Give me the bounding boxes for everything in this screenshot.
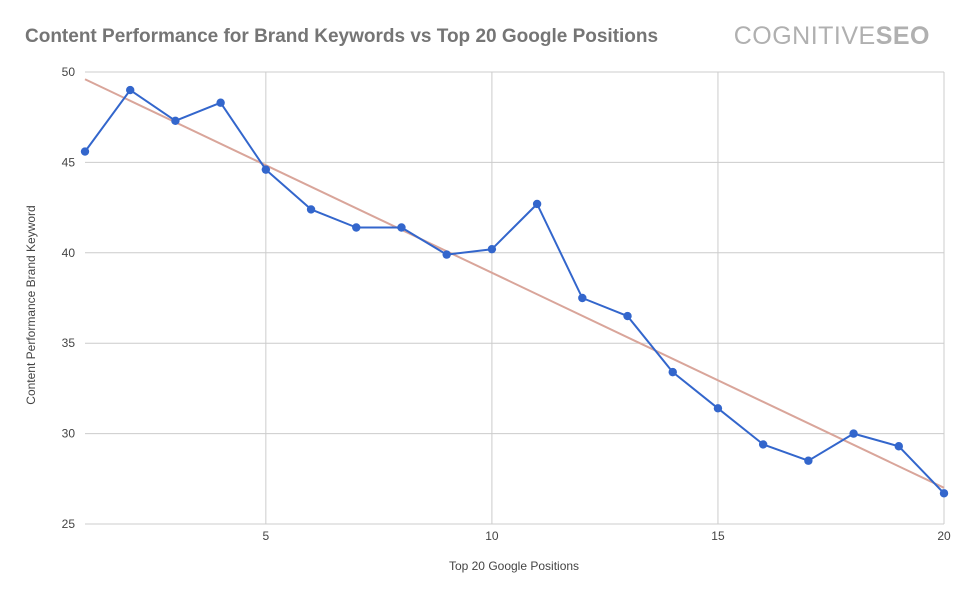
data-point[interactable] xyxy=(126,85,135,95)
data-point[interactable] xyxy=(623,311,632,321)
series-line xyxy=(84,89,945,494)
data-point[interactable] xyxy=(578,293,587,303)
x-tick-label: 20 xyxy=(937,529,951,543)
logo-text-light: COGNITIVE xyxy=(734,22,876,50)
data-point[interactable] xyxy=(849,429,858,438)
data-point[interactable] xyxy=(668,367,677,377)
y-tick-label: 35 xyxy=(62,336,76,350)
y-axis-label: Content Performance Brand Keyword xyxy=(24,205,38,404)
data-point[interactable] xyxy=(171,116,180,126)
data-point[interactable] xyxy=(713,404,723,413)
data-point[interactable] xyxy=(804,456,813,465)
data-point[interactable] xyxy=(532,199,542,209)
data-point[interactable] xyxy=(442,250,451,259)
data-point[interactable] xyxy=(216,98,225,107)
y-tick-label: 25 xyxy=(62,517,76,531)
chart-title: Content Performance for Brand Keywords v… xyxy=(25,26,658,47)
data-point[interactable] xyxy=(352,223,361,232)
trendline xyxy=(84,78,945,489)
svg-text:COGNITIVESEO: COGNITIVESEO xyxy=(734,22,930,50)
data-point[interactable] xyxy=(397,223,406,232)
logo-text-bold: SEO xyxy=(876,22,930,50)
x-axis-ticks: 5 10 15 20 xyxy=(262,529,950,543)
data-point[interactable] xyxy=(894,442,903,451)
data-point[interactable] xyxy=(80,147,90,156)
data-point[interactable] xyxy=(306,205,316,214)
data-point[interactable] xyxy=(487,244,497,254)
x-axis-label: Top 20 Google Positions xyxy=(449,559,579,573)
y-axis-ticks: 25 30 35 40 45 50 xyxy=(62,65,76,531)
data-point[interactable] xyxy=(261,165,271,174)
data-point[interactable] xyxy=(939,489,949,498)
trendline-layer xyxy=(84,78,945,489)
x-tick-label: 15 xyxy=(711,529,725,543)
y-tick-label: 50 xyxy=(62,65,76,79)
brand-logo: COGNITIVESEO xyxy=(734,22,930,50)
x-tick-label: 10 xyxy=(485,529,499,543)
y-tick-label: 30 xyxy=(62,427,76,441)
series-layer xyxy=(80,85,949,498)
gridlines xyxy=(85,71,945,525)
y-tick-label: 45 xyxy=(62,155,76,169)
x-tick-label: 5 xyxy=(262,529,269,543)
y-tick-label: 40 xyxy=(62,246,76,260)
data-point[interactable] xyxy=(758,440,768,449)
